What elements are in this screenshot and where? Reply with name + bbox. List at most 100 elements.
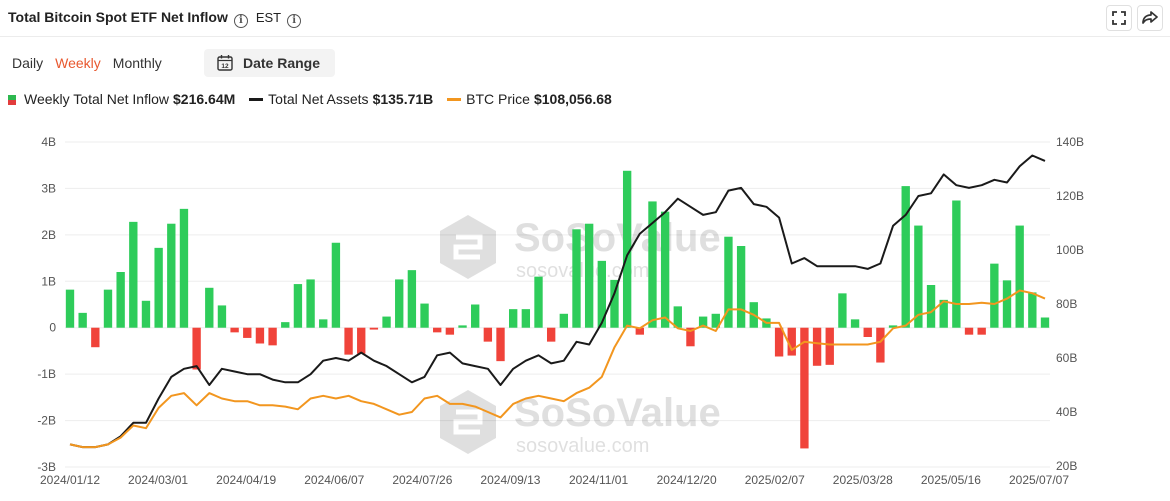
inflow-bar	[154, 247, 163, 328]
x-tick-label: 2024/01/12	[40, 473, 100, 487]
chart-title-row: Total Bitcoin Spot ETF Net Inflow i EST i	[8, 9, 302, 28]
y-left-tick-label: 0	[49, 321, 56, 335]
inflow-bar	[686, 327, 695, 347]
etf-inflow-chart: SoSoValuesosovalue.comSoSoValuesosovalue…	[37, 135, 1084, 487]
inflow-bar	[103, 289, 113, 328]
series-lines	[69, 154, 1046, 449]
x-tick-label: 2024/12/20	[657, 473, 717, 487]
inflow-bar	[91, 327, 100, 348]
inflow-bar	[990, 263, 999, 328]
inflow-bar	[369, 327, 379, 330]
legend-inflow[interactable]: Weekly Total Net Inflow $216.64M	[8, 91, 235, 107]
watermark-logo-icon	[440, 390, 496, 454]
inflow-bar	[711, 313, 720, 328]
inflow-bar	[939, 299, 948, 328]
legend-price[interactable]: BTC Price $108,056.68	[447, 91, 612, 107]
x-tick-label: 2024/11/01	[569, 473, 628, 487]
inflow-bar	[572, 229, 581, 328]
inflow-bar	[420, 303, 429, 328]
inflow-bar	[243, 327, 252, 338]
inflow-bar	[167, 223, 176, 328]
inflow-bar	[268, 327, 277, 346]
chart-header: Total Bitcoin Spot ETF Net Inflow i EST i	[0, 0, 1170, 37]
date-range-label: Date Range	[243, 55, 321, 71]
inflow-bar	[445, 327, 455, 335]
legend-inflow-label: Weekly Total Net Inflow	[24, 91, 169, 108]
y-right-tick-label: 140B	[1056, 135, 1084, 149]
inflow-bar	[952, 200, 961, 328]
inflow-bar	[496, 327, 505, 362]
watermark-logo-glyph	[453, 409, 483, 435]
watermark-logo-icon	[440, 215, 496, 279]
inflow-bar	[787, 327, 796, 356]
inflow-bar	[673, 306, 682, 328]
timezone-label: EST	[255, 10, 282, 25]
axes: 4B 3B 2B 1B 0 -1B -2B -3B 140B 120B 100B 80B 60B 40B 2…	[37, 135, 1084, 487]
legend-price-value: $108,056.68	[533, 91, 612, 108]
interval-tabs: Daily Weekly Monthly	[6, 50, 168, 76]
inflow-bar	[825, 327, 834, 365]
inflow-bar	[584, 223, 594, 328]
legend-assets-label: Total Net Assets	[268, 91, 369, 108]
chart-legend: Weekly Total Net Inflow $216.64M Total Ne…	[8, 90, 622, 112]
inflow-bar	[660, 211, 670, 328]
inflow-bar	[610, 279, 619, 328]
y-left-tick-label: 3B	[41, 181, 56, 195]
fullscreen-button[interactable]	[1106, 5, 1132, 31]
btc-price-line	[69, 289, 1046, 449]
inflow-bar	[736, 246, 746, 328]
inflow-bar	[293, 284, 303, 328]
inflow-bar	[230, 327, 239, 333]
inflow-bar	[509, 309, 518, 328]
inflow-bar	[901, 186, 910, 328]
y-left-tick-label: 2B	[41, 228, 56, 242]
y-left-tick-label: -2B	[37, 414, 56, 428]
y-right-tick-label: 100B	[1056, 243, 1084, 257]
inflow-bar	[116, 272, 125, 328]
inflow-bar	[129, 221, 138, 328]
inflow-bar	[546, 327, 556, 342]
inflow-bar	[698, 316, 708, 328]
y-left-tick-label: 4B	[41, 135, 56, 149]
inflow-bar	[281, 322, 290, 328]
x-tick-label: 2024/03/01	[128, 473, 188, 487]
legend-price-label: BTC Price	[466, 91, 530, 108]
inflow-bar	[800, 327, 809, 449]
inflow-bar	[1028, 292, 1037, 328]
inflow-bar	[179, 208, 189, 328]
y-left-tick-label: 1B	[41, 274, 56, 288]
chart-title: Total Bitcoin Spot ETF Net Inflow	[8, 9, 228, 25]
inflow-bar	[876, 327, 885, 363]
inflow-bar	[774, 327, 784, 357]
inflow-bar	[812, 327, 822, 366]
x-tick-label: 2024/09/13	[480, 473, 540, 487]
share-icon	[1142, 11, 1158, 24]
y-right-tick-label: 40B	[1056, 405, 1077, 419]
inflow-bar	[433, 327, 442, 333]
grid-lines	[65, 141, 1050, 468]
inflow-bar	[648, 201, 657, 328]
tab-monthly[interactable]: Monthly	[112, 55, 162, 71]
inflow-bar	[192, 327, 201, 370]
inflow-bar	[217, 305, 227, 328]
watermark-logo-glyph	[453, 234, 483, 260]
inflow-bar	[331, 242, 341, 328]
x-tick-label: 2025/05/16	[921, 473, 981, 487]
inflow-bar	[65, 289, 75, 328]
inflow-bar	[964, 327, 974, 335]
legend-assets[interactable]: Total Net Assets $135.71B	[249, 91, 433, 107]
inflow-bar	[1040, 317, 1050, 328]
tab-daily[interactable]: Daily	[12, 55, 44, 71]
inflow-bars	[65, 170, 1050, 449]
share-button[interactable]	[1137, 5, 1163, 31]
date-range-button[interactable]: 12 Date Range	[204, 49, 335, 77]
tab-weekly[interactable]: Weekly	[55, 55, 101, 71]
inflow-bar	[255, 327, 265, 344]
total-net-assets-line	[69, 154, 1046, 449]
inflow-bar	[597, 260, 606, 328]
info-icon[interactable]: i	[233, 14, 248, 28]
inflow-bar	[319, 319, 328, 328]
inflow-bar	[534, 276, 543, 328]
timezone-info-icon[interactable]: i	[287, 14, 302, 28]
inflow-bar	[1015, 225, 1024, 328]
